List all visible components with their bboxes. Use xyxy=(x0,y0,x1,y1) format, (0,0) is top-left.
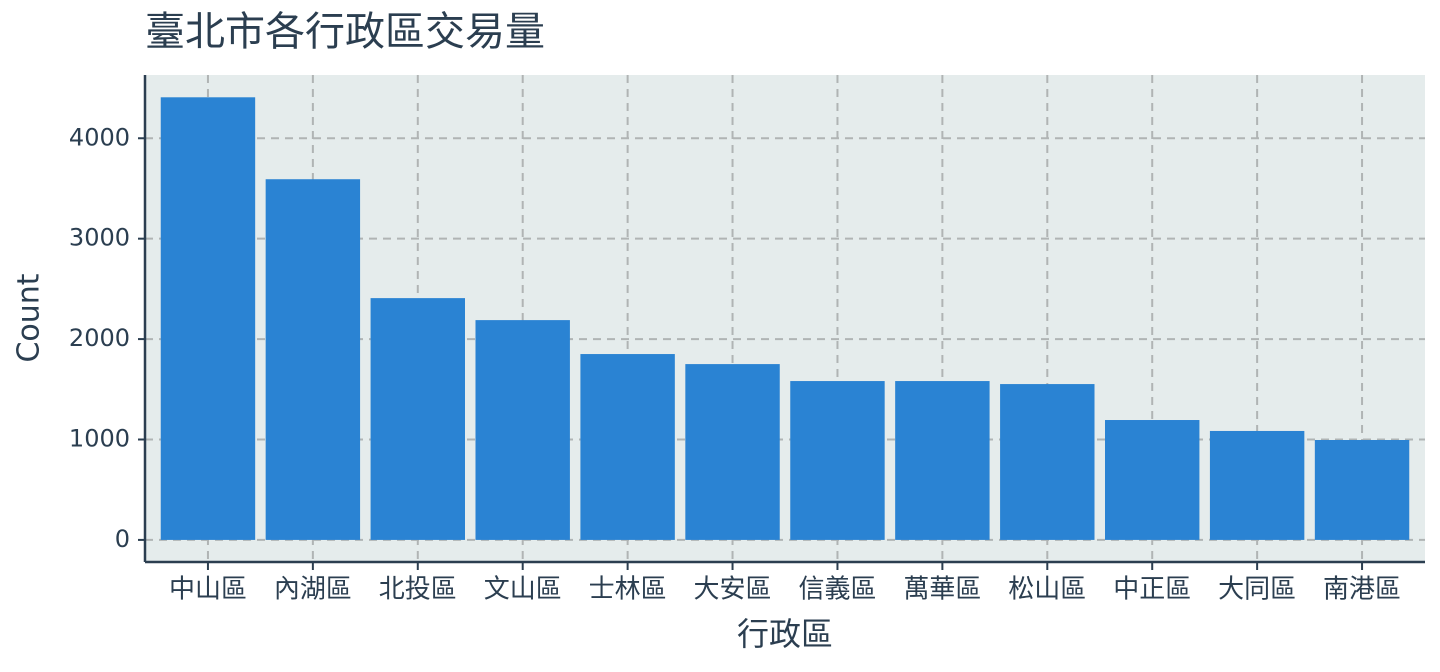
bar xyxy=(1105,420,1200,540)
x-tick-label: 大同區 xyxy=(1218,575,1296,605)
bar xyxy=(790,381,885,540)
y-tick-label: 3000 xyxy=(69,224,130,252)
x-tick-label: 中山區 xyxy=(169,575,247,605)
bar xyxy=(1314,439,1410,540)
bar xyxy=(160,97,256,540)
bar xyxy=(685,364,780,540)
chart-title: 臺北市各行政區交易量 xyxy=(145,9,545,55)
bar xyxy=(895,381,990,540)
y-tick-label: 0 xyxy=(115,525,130,553)
marks xyxy=(160,97,1410,540)
x-tick-label: 北投區 xyxy=(379,575,457,605)
bar xyxy=(475,320,570,540)
x-tick-label: 中正區 xyxy=(1113,575,1191,605)
x-tick-label: 士林區 xyxy=(589,575,667,605)
bar xyxy=(265,179,361,540)
x-tick-label: 信義區 xyxy=(798,575,876,605)
y-tick-label: 1000 xyxy=(69,424,130,452)
x-tick-label: 南港區 xyxy=(1323,575,1401,605)
y-tick-label: 4000 xyxy=(69,123,130,151)
y-tick-label: 2000 xyxy=(69,324,130,352)
bar xyxy=(580,354,675,540)
bar xyxy=(1209,430,1305,540)
x-tick-label: 松山區 xyxy=(1008,575,1086,605)
bar xyxy=(370,298,465,540)
x-tick-label: 文山區 xyxy=(484,575,562,605)
x-tick-label: 大安區 xyxy=(694,575,772,605)
y-axis-title: Count xyxy=(12,273,47,362)
x-tick-label: 萬華區 xyxy=(903,575,981,605)
x-tick-label: 內湖區 xyxy=(274,575,352,605)
x-axis-title: 行政區 xyxy=(737,615,833,653)
bar xyxy=(1000,384,1095,540)
